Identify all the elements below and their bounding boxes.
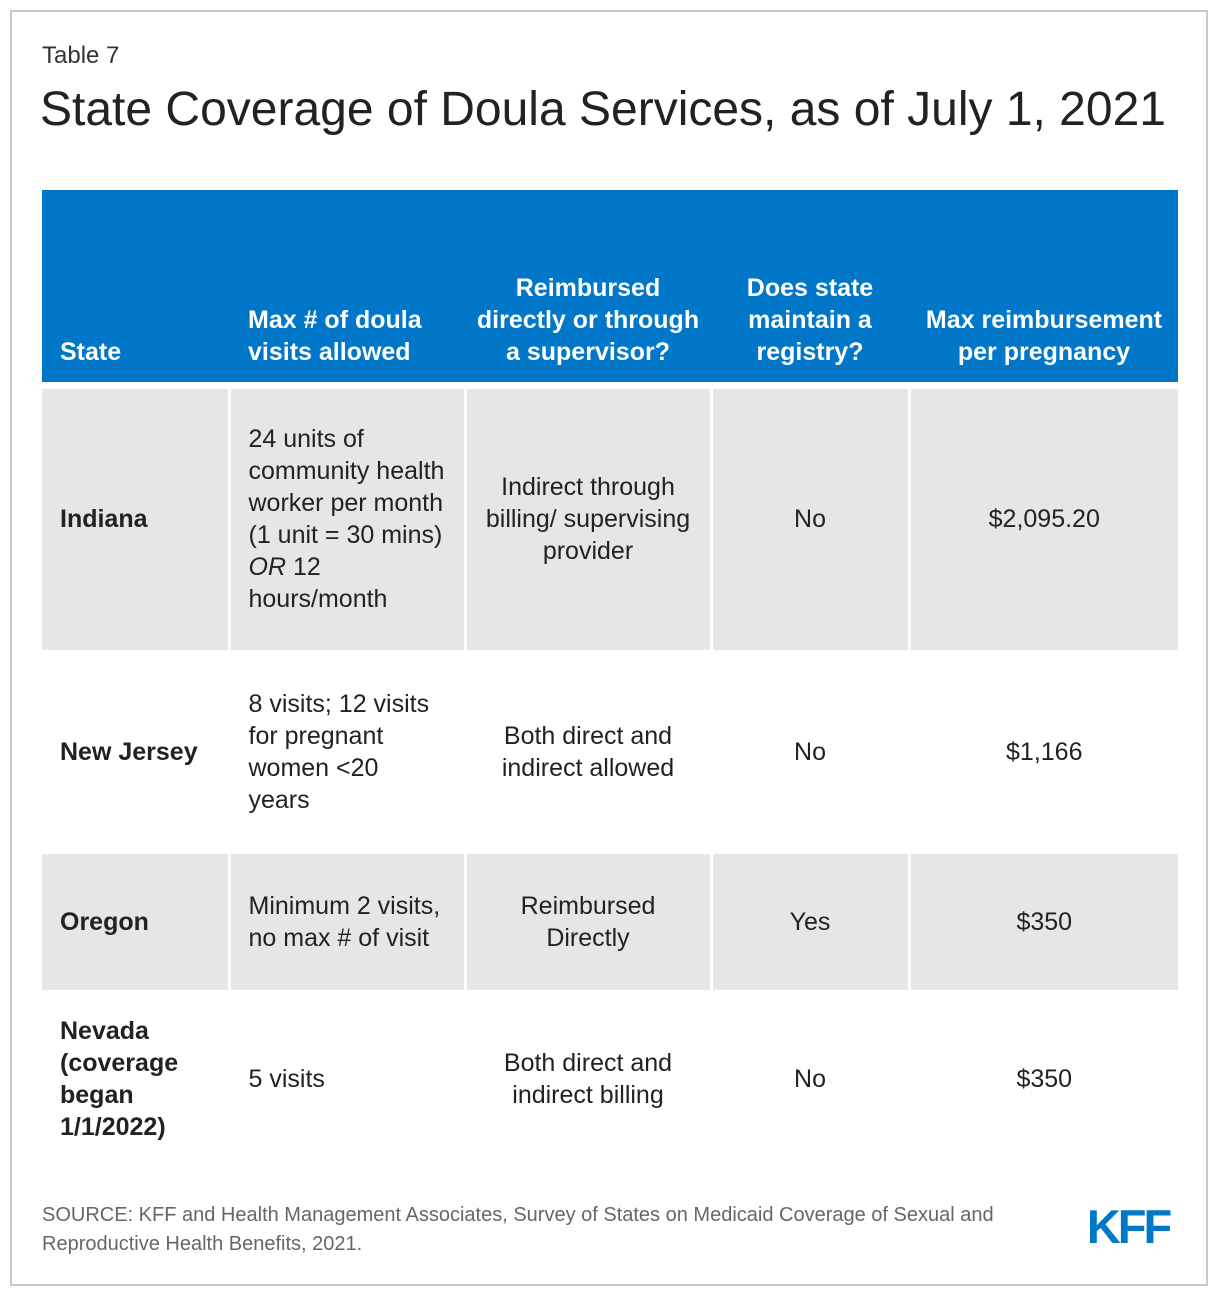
reimbursed-cell: Both direct and indirect billing bbox=[465, 989, 713, 1168]
registry-cell: No bbox=[711, 385, 911, 650]
visits-cell: Minimum 2 visits, no max # of visit bbox=[229, 853, 467, 990]
table-row: Indiana 24 units of community health wor… bbox=[42, 385, 1178, 650]
visits-text-suffix: 12 hours/month bbox=[248, 553, 388, 614]
page-title: State Coverage of Doula Services, as of … bbox=[40, 83, 1166, 136]
table-row: Oregon Minimum 2 visits, no max # of vis… bbox=[42, 853, 1178, 990]
table-label: Table 7 bbox=[42, 42, 120, 69]
source-note: SOURCE: KFF and Health Management Associ… bbox=[42, 1204, 994, 1255]
kff-logo-text: KFF bbox=[1087, 1203, 1171, 1247]
state-cell: New Jersey bbox=[42, 649, 231, 854]
column-header-state: State bbox=[42, 190, 230, 386]
visits-text: 24 units of community health worker per … bbox=[248, 425, 445, 550]
reimbursed-cell: Indirect through billing/ supervising pr… bbox=[465, 385, 713, 650]
visits-cell: 8 visits; 12 visits for pregnant women <… bbox=[229, 649, 467, 854]
registry-cell: Yes bbox=[711, 853, 911, 990]
visits-cell: 5 visits bbox=[229, 989, 467, 1168]
max-reimbursement-cell: $1,166 bbox=[909, 649, 1178, 854]
table-row: New Jersey 8 visits; 12 visits for pregn… bbox=[42, 649, 1178, 854]
visits-cell: 24 units of community health worker per … bbox=[229, 385, 467, 650]
column-header-registry: Does state maintain a registry? bbox=[711, 190, 910, 386]
reimbursed-cell: Both direct and indirect allowed bbox=[465, 649, 713, 854]
max-reimbursement-cell: $350 bbox=[909, 989, 1178, 1168]
state-cell: Indiana bbox=[42, 385, 231, 650]
state-cell: Nevada (coverage began 1/1/2022) bbox=[42, 989, 231, 1168]
table-header-row: State Max # of doula visits allowed Reim… bbox=[42, 190, 1178, 386]
reimbursed-cell: Reimbursed Directly bbox=[465, 853, 713, 990]
visits-emphasis: OR bbox=[248, 553, 287, 582]
max-reimbursement-cell: $2,095.20 bbox=[909, 385, 1178, 650]
column-header-reimbursed: Reimbursed directly or through a supervi… bbox=[465, 190, 712, 386]
column-header-max-reimbursement: Max reimbursement per pregnancy bbox=[909, 190, 1178, 386]
state-cell: Oregon bbox=[42, 853, 231, 990]
kff-logo: KFF bbox=[1087, 1203, 1174, 1247]
table-row: Nevada (coverage began 1/1/2022) 5 visit… bbox=[42, 989, 1178, 1168]
registry-cell: No bbox=[711, 649, 911, 854]
doula-coverage-table: State Max # of doula visits allowed Reim… bbox=[42, 190, 1178, 1168]
registry-cell: No bbox=[711, 989, 911, 1168]
column-header-max-visits: Max # of doula visits allowed bbox=[229, 190, 466, 386]
max-reimbursement-cell: $350 bbox=[909, 853, 1178, 990]
